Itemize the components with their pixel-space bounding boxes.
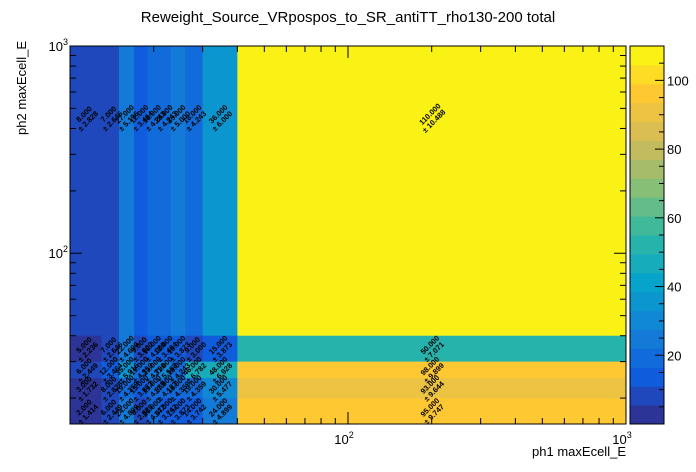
- heatmap-cell: [159, 46, 172, 337]
- heatmap-cell: [170, 361, 186, 379]
- heatmap-cell: [185, 46, 204, 337]
- colorbar-band: [630, 329, 664, 349]
- colorbar-tick-label: 40: [667, 280, 681, 295]
- colorbar-tick-label: 100: [667, 73, 689, 88]
- heatmap-cell: [147, 361, 161, 379]
- heatmap-cell: [70, 335, 103, 363]
- heatmap-cell: [202, 378, 238, 399]
- heatmap-cell: [134, 398, 148, 425]
- heatmap-cell: [159, 378, 172, 399]
- axes: 102 103 102 103: [49, 37, 632, 447]
- heatmap-cell: [170, 335, 186, 363]
- y-tick-label: 103: [49, 37, 68, 54]
- colorbar-band: [630, 140, 664, 160]
- colorbar-band: [630, 102, 664, 123]
- x-axis-label: ph1 maxEcell_E: [532, 444, 626, 459]
- colorbar-band: [630, 64, 664, 85]
- heatmap-cell: [147, 46, 161, 337]
- colorbar-band: [630, 216, 664, 236]
- heatmap-cell: [202, 46, 238, 337]
- colorbar-tick-label: 20: [667, 348, 681, 363]
- heatmap-cell: [237, 335, 627, 363]
- heatmap-cell: [159, 398, 172, 425]
- heatmap-cell: [70, 361, 103, 379]
- heatmap-cell: [134, 361, 148, 379]
- heatmap-cell: [101, 335, 120, 363]
- heatmap-cell: [70, 398, 103, 425]
- colorbar-band: [630, 83, 664, 104]
- heatmap-cell: [118, 46, 135, 337]
- y-tick-label: 102: [49, 244, 68, 261]
- chart-title: Reweight_Source_VRpospos_to_SR_antiTT_rh…: [141, 9, 555, 26]
- heatmap-cell: [101, 398, 120, 425]
- colorbar-band: [630, 159, 664, 179]
- heatmap-cell: [134, 378, 148, 399]
- heatmap-cell: [237, 361, 627, 379]
- heatmap-cell: [202, 335, 238, 363]
- heatmap-cell: [147, 378, 161, 399]
- colorbar-band: [630, 348, 664, 368]
- heatmap-cell: [118, 335, 135, 363]
- colorbar-band: [630, 386, 664, 406]
- y-axis-label: ph2 maxEcell_E: [14, 41, 29, 135]
- heatmap-cell: [118, 378, 135, 399]
- x-tick-label: 102: [334, 430, 353, 447]
- colorbar-band: [630, 291, 664, 312]
- heatmap-cell: [170, 398, 186, 425]
- heatmap-cell: [185, 361, 204, 379]
- x-tick-label: 103: [612, 430, 631, 447]
- heatmap-cell: [237, 46, 627, 337]
- heatmap-cell: [101, 378, 120, 399]
- heatmap-cell: [118, 398, 135, 425]
- heatmap-cell: [147, 398, 161, 425]
- heatmap-cells: [70, 46, 627, 425]
- heatmap-cell: [70, 378, 103, 399]
- heatmap-cell: [185, 398, 204, 425]
- heatmap-cell: [134, 46, 148, 337]
- heatmap-cell: [101, 46, 120, 337]
- heatmap-cell: [134, 335, 148, 363]
- colorbar-tick-label: 60: [667, 211, 681, 226]
- heatmap-cell: [159, 361, 172, 379]
- colorbar-band: [630, 121, 664, 141]
- colorbar-band: [630, 46, 664, 66]
- colorbar-band: [630, 367, 664, 387]
- heatmap-cell: [147, 335, 161, 363]
- colorbar-band: [630, 235, 664, 255]
- colorbar-band: [630, 272, 664, 293]
- heatmap-cell: [170, 46, 186, 337]
- heatmap-cell: [159, 335, 172, 363]
- heatmap-cell: [185, 335, 204, 363]
- colorbar-band: [630, 310, 664, 330]
- heatmap-cell: [170, 378, 186, 399]
- colorbar-band: [630, 197, 664, 217]
- heatmap-cell: [202, 398, 238, 425]
- colorbar: 20 40 60 80 100: [629, 45, 689, 425]
- heatmap-cell: [202, 361, 238, 379]
- heatmap-cell: [237, 378, 627, 399]
- heatmap-cell: [185, 378, 204, 399]
- heatmap-cell: [101, 361, 120, 379]
- colorbar-tick-label: 80: [667, 142, 681, 157]
- colorbar-band: [630, 178, 664, 198]
- colorbar-band: [630, 253, 664, 274]
- colorbar-band: [630, 405, 664, 425]
- heatmap-cell: [118, 361, 135, 379]
